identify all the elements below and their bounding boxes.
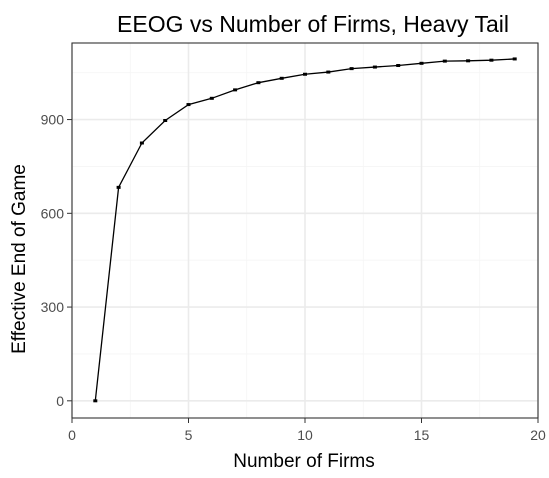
data-point — [139, 141, 144, 145]
data-point — [163, 119, 168, 122]
y-axis-title: Effective End of Game — [9, 164, 30, 354]
x-tick-label: 15 — [414, 427, 430, 443]
y-tick-label: 300 — [41, 299, 65, 315]
data-point — [326, 70, 331, 74]
data-point — [466, 59, 471, 63]
y-tick-label: 900 — [41, 112, 65, 128]
y-tick-label: 600 — [41, 205, 65, 221]
data-point — [489, 58, 494, 62]
data-point — [419, 61, 424, 65]
data-point — [372, 65, 377, 69]
x-tick-label: 10 — [297, 427, 313, 443]
data-point — [209, 96, 214, 100]
data-point — [396, 64, 401, 67]
data-point — [279, 76, 284, 80]
axes: 0 5 10 15 20 0 300 600 900 — [41, 112, 546, 443]
data-point — [233, 88, 238, 92]
chart-title: EEOG vs Number of Firms, Heavy Tail — [117, 11, 509, 37]
x-tick-label: 5 — [185, 427, 193, 443]
plot-data — [93, 57, 517, 403]
data-point — [256, 81, 261, 85]
data-point — [349, 67, 354, 71]
x-tick-label: 0 — [68, 427, 76, 443]
data-point — [303, 72, 307, 76]
x-axis-title: Number of Firms — [233, 451, 374, 472]
data-point — [186, 103, 191, 107]
data-point — [512, 57, 517, 61]
data-point — [442, 59, 447, 63]
data-point — [93, 399, 98, 403]
x-tick-label: 20 — [530, 427, 546, 443]
data-point — [116, 185, 121, 189]
y-tick-label: 0 — [56, 393, 64, 409]
